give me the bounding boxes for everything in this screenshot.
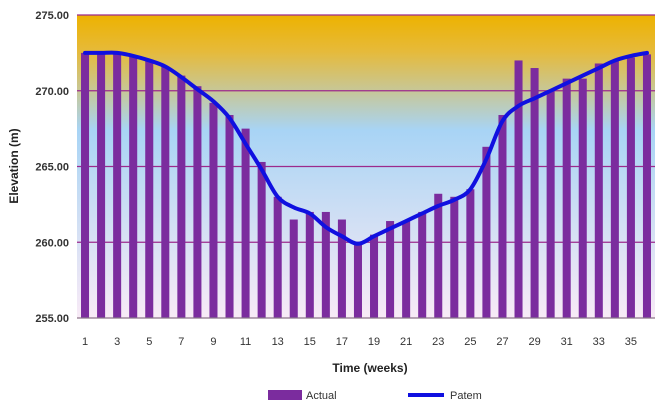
- bar-actual-week-7: [177, 75, 186, 318]
- bar-actual-week-13: [273, 196, 282, 318]
- bar-actual-week-12: [257, 161, 266, 318]
- bar-actual-week-25: [466, 189, 475, 318]
- x-tick-label: 17: [336, 336, 348, 348]
- bar-actual-week-9: [209, 102, 218, 319]
- legend: Actual Patem: [268, 390, 482, 402]
- y-tick-label: 270.00: [35, 86, 69, 98]
- y-tick-label: 275.00: [35, 10, 69, 22]
- bar-actual-week-21: [402, 221, 411, 318]
- x-tick-label: 35: [625, 336, 637, 348]
- x-tick-label: 23: [432, 336, 444, 348]
- bar-actual-week-10: [225, 114, 234, 319]
- bar-actual-week-2: [97, 54, 106, 318]
- bar-actual-week-23: [434, 193, 443, 318]
- actual-bars: [81, 52, 651, 319]
- y-tick-label: 255.00: [35, 313, 69, 325]
- x-tick-label: 29: [528, 336, 540, 348]
- x-tick-label: 3: [114, 336, 120, 348]
- x-tick-label: 9: [210, 336, 216, 348]
- y-tick-label: 260.00: [35, 237, 69, 249]
- bar-actual-week-34: [610, 60, 619, 318]
- y-tick-labels: 255.00 260.00 265.00 270.00 275.00: [35, 10, 69, 325]
- bar-actual-week-27: [498, 114, 507, 319]
- bar-actual-week-20: [386, 221, 395, 318]
- legend-label-actual: Actual: [306, 390, 337, 402]
- bar-actual-week-11: [241, 128, 250, 318]
- bar-actual-week-35: [626, 57, 635, 319]
- x-tick-label: 27: [496, 336, 508, 348]
- bar-actual-week-26: [482, 146, 491, 318]
- x-tick-labels: 1 3 5 7 9 11 13 15 17 19 21 23 25 27 29 31 33 35: [82, 336, 637, 348]
- bar-actual-week-15: [305, 211, 314, 318]
- bar-actual-week-32: [578, 78, 587, 318]
- x-tick-label: 31: [561, 336, 573, 348]
- bar-actual-week-3: [113, 54, 122, 318]
- bar-actual-week-14: [289, 219, 298, 318]
- x-tick-label: 25: [464, 336, 476, 348]
- y-axis-title: Elevation (m): [7, 128, 21, 203]
- x-tick-label: 1: [82, 336, 88, 348]
- x-axis-title: Time (weeks): [332, 361, 407, 375]
- bar-actual-week-1: [81, 52, 90, 318]
- y-tick-label: 265.00: [35, 162, 69, 174]
- bar-actual-week-8: [193, 86, 202, 318]
- x-tick-label: 7: [178, 336, 184, 348]
- patem-line: [83, 50, 649, 246]
- bar-actual-week-30: [546, 90, 555, 318]
- x-tick-label: 13: [272, 336, 284, 348]
- legend-label-patem: Patem: [450, 390, 482, 402]
- x-tick-label: 5: [146, 336, 152, 348]
- bar-actual-week-17: [337, 219, 346, 318]
- x-tick-label: 19: [368, 336, 380, 348]
- bar-actual-week-29: [530, 68, 539, 319]
- legend-swatch-actual: [268, 390, 302, 400]
- bar-actual-week-31: [562, 78, 571, 318]
- x-tick-label: 33: [593, 336, 605, 348]
- bar-actual-week-19: [370, 234, 379, 318]
- bar-actual-week-22: [418, 211, 427, 318]
- bar-actual-week-24: [450, 196, 459, 318]
- bar-actual-week-28: [514, 60, 523, 318]
- bar-actual-week-6: [161, 66, 170, 318]
- bar-actual-week-4: [129, 55, 138, 318]
- x-tick-label: 11: [240, 336, 251, 348]
- x-tick-label: 21: [400, 336, 412, 348]
- x-tick-label: 15: [304, 336, 316, 348]
- bar-actual-week-18: [353, 242, 362, 318]
- bar-actual-week-16: [321, 211, 330, 318]
- bar-actual-week-36: [642, 54, 651, 318]
- bar-actual-week-5: [145, 60, 154, 318]
- bar-actual-week-33: [594, 63, 603, 319]
